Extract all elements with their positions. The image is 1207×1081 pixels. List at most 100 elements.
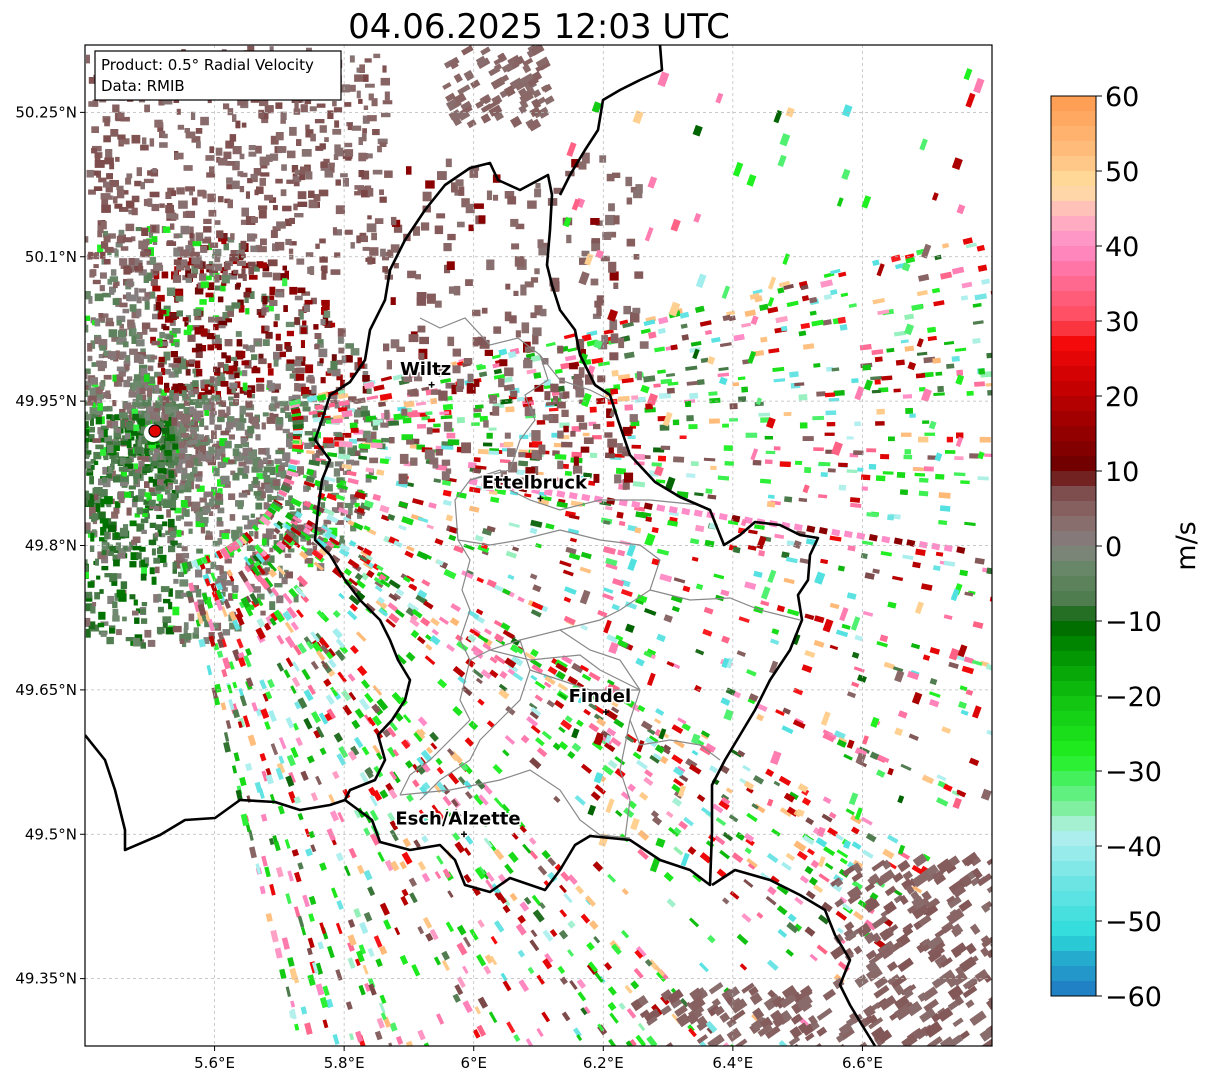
radar-echo [58,512,65,521]
radar-echo [286,606,298,619]
radar-echo [607,1001,617,1011]
radar-echo [179,441,185,448]
radar-echo [38,311,43,316]
radar-echo [366,388,372,394]
radar-echo [26,428,33,436]
radar-echo [589,452,598,459]
radar-echo [357,545,365,552]
radar-echo [302,527,311,535]
radar-echo [648,735,659,743]
radar-echo [7,555,14,560]
radar-echo [345,1001,353,1011]
radar-echo [267,678,275,689]
radar-echo [966,390,974,396]
radar-echo [154,384,160,394]
radar-echo [209,272,214,277]
radar-echo [861,486,868,491]
radar-echo [294,213,304,218]
radar-echo [318,526,326,535]
radar-echo [20,428,27,433]
radar-echo [295,356,304,362]
radar-echo [79,383,84,389]
radar-echo [245,677,254,688]
radar-echo [282,592,293,605]
radar-echo [220,381,229,387]
radar-echo [249,583,255,589]
radar-echo [45,326,54,332]
radar-echo [191,505,200,512]
radar-echo [31,319,40,324]
radar-echo [173,270,178,276]
radar-echo [146,376,155,384]
radar-echo [118,337,127,343]
radar-echo [689,538,700,545]
radar-echo [275,102,283,109]
radar-echo [544,675,556,686]
radar-echo [311,385,317,394]
radar-echo [30,516,34,524]
radar-echo [321,524,333,533]
radar-echo [224,558,232,564]
radar-echo [932,565,941,571]
radar-echo [256,617,266,628]
radar-echo [269,286,276,296]
radar-echo [85,372,88,380]
radar-echo [337,502,344,510]
radar-echo [65,522,70,528]
radar-echo [80,425,85,430]
radar-echo [178,459,187,464]
radar-echo [313,194,321,202]
radar-echo [143,198,149,207]
radar-echo [290,621,300,631]
radar-echo [91,362,100,367]
radar-echo [85,385,89,390]
radar-echo [212,263,223,271]
radar-echo [245,345,255,352]
radar-echo [267,561,277,573]
radar-echo [657,455,667,462]
radar-echo [286,330,294,337]
radar-echo [31,410,38,419]
radar-echo [179,579,189,587]
radar-echo [56,482,64,488]
radar-echo [109,628,115,633]
radar-echo [441,959,450,971]
radar-echo [248,829,254,841]
radar-echo [77,443,83,448]
radar-echo [928,691,941,698]
radar-echo [319,358,324,364]
radar-echo [262,577,274,589]
radar-echo [150,278,158,287]
radar-echo [134,180,142,187]
radar-echo [294,383,299,392]
radar-echo [74,451,81,459]
radar-echo [172,561,177,570]
radar-echo [645,403,653,410]
radar-echo [301,386,310,396]
radar-echo [890,254,901,263]
radar-echo [353,908,362,918]
radar-echo [201,345,207,352]
radar-echo [304,828,311,838]
radar-echo [617,395,630,402]
radar-echo [262,412,269,417]
radar-echo [9,288,18,296]
radar-echo [100,425,109,431]
radar-echo [325,371,332,376]
radar-echo [269,601,276,610]
radar-echo [745,432,758,438]
radar-echo [52,563,57,570]
radar-echo [245,287,252,294]
radar-echo [183,329,192,336]
radar-echo [140,144,149,151]
radar-echo [94,318,101,327]
radar-echo [136,507,143,515]
radar-echo [91,170,99,176]
radar-echo [196,368,203,377]
radar-echo [235,607,244,619]
radar-echo [98,177,107,183]
radar-echo [767,494,775,499]
radar-echo [27,439,32,447]
radar-echo [328,658,337,669]
